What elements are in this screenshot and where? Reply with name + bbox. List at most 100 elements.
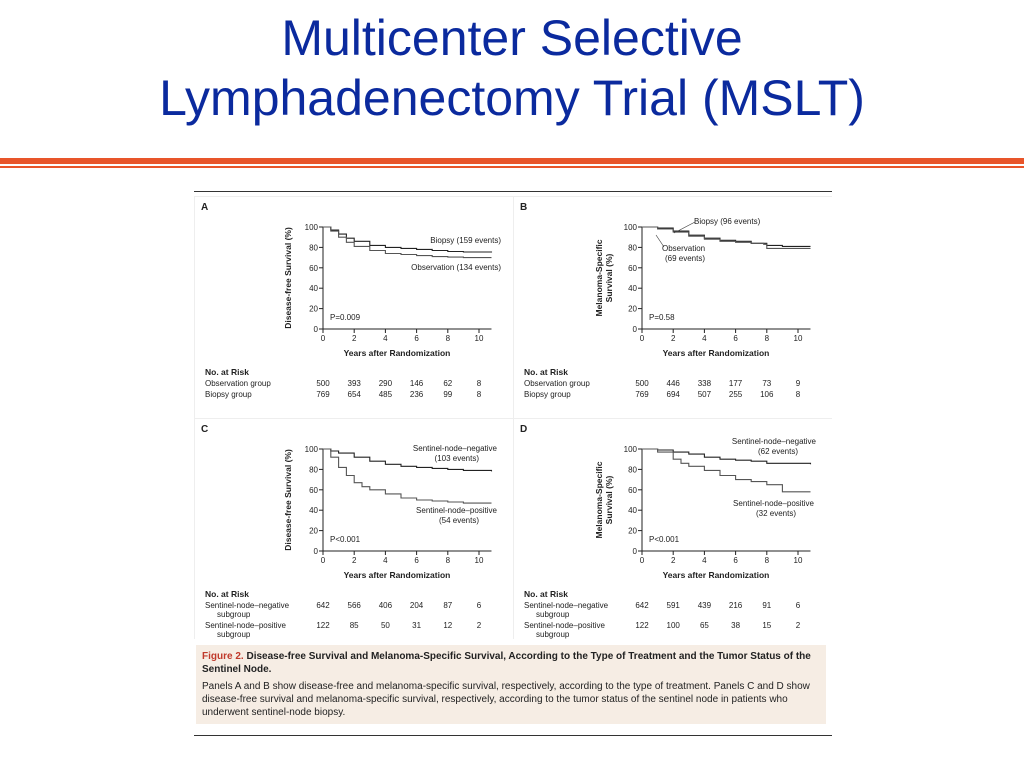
series-label-line-1: Sentinel-node–positive <box>733 499 814 508</box>
series-line-2 <box>642 448 811 493</box>
risk-cell: 15 <box>762 621 771 630</box>
series-label-1: Biopsy (159 events) <box>430 236 501 245</box>
chart-panel-c: C 0 20 40 60 80 100 0 2 4 6 8 10 Years after Randomiz… <box>201 424 498 639</box>
x-tick-label: 0 <box>321 556 326 565</box>
series-label-line-2: (32 events) <box>756 509 796 518</box>
x-tick-label: 2 <box>352 556 357 565</box>
risk-cell: 91 <box>762 601 771 610</box>
risk-cell: 642 <box>316 601 330 610</box>
series-label-2-line-1: Observation <box>662 244 705 253</box>
series-leader-2 <box>655 234 665 248</box>
risk-cell: 31 <box>412 621 421 630</box>
risk-cell: 485 <box>379 390 393 399</box>
risk-row-label: Biopsy group <box>524 390 571 399</box>
x-tick-label: 6 <box>414 334 419 343</box>
risk-cell: 50 <box>381 621 390 630</box>
y-tick-label: 0 <box>314 547 319 556</box>
y-tick-label: 60 <box>309 264 318 273</box>
risk-row-label: Biopsy group <box>205 390 252 399</box>
series-label-1: Sentinel-node–negative(62 events) <box>732 437 817 456</box>
series-label-1: Sentinel-node–negative(103 events) <box>413 444 498 463</box>
risk-cell: 591 <box>667 601 681 610</box>
x-tick-label: 0 <box>640 556 645 565</box>
y-tick-label: 0 <box>633 325 638 334</box>
x-tick-label: 8 <box>446 334 451 343</box>
risk-cell: 769 <box>316 390 330 399</box>
panel-b: B 0 20 40 60 80 100 0 2 4 6 8 10 Years after Randomiz… <box>514 197 832 418</box>
panel-letter: B <box>520 202 527 213</box>
x-tick-label: 6 <box>733 334 738 343</box>
risk-cell: 62 <box>443 379 452 388</box>
y-tick-label: 80 <box>628 243 637 252</box>
risk-cell: 99 <box>443 390 452 399</box>
y-axis-label: Disease-free Survival (%) <box>283 449 293 551</box>
slide-title-line-1: Multicenter Selective <box>281 10 743 66</box>
risk-row-label: Sentinel-node–positive <box>205 621 286 630</box>
series-line-2 <box>323 448 492 504</box>
panel-c: C 0 20 40 60 80 100 0 2 4 6 8 10 Years after Randomiz… <box>195 419 513 640</box>
risk-cell: 87 <box>443 601 452 610</box>
x-tick-label: 6 <box>733 556 738 565</box>
risk-cell: 122 <box>635 621 649 630</box>
risk-row-label-cont: subgroup <box>536 610 570 619</box>
p-value: P=0.58 <box>649 313 675 322</box>
risk-row-label-cont: subgroup <box>217 610 251 619</box>
x-axis-label: Years after Randomization <box>344 348 451 358</box>
y-axis-label-group: Disease-free Survival (%) <box>283 227 293 329</box>
y-axis-label-line-2: Survival (%) <box>604 254 614 303</box>
y-tick-label: 100 <box>624 445 638 454</box>
chart-panel-d: D 0 20 40 60 80 100 0 2 4 6 8 10 Years after Randomiz… <box>520 424 817 639</box>
x-tick-label: 10 <box>475 334 484 343</box>
y-tick-label: 80 <box>309 465 318 474</box>
figure: A 0 20 40 60 80 100 0 2 4 6 8 10 Years after Randomiz… <box>194 191 832 736</box>
risk-cell: 204 <box>410 601 424 610</box>
risk-cell: 654 <box>348 390 362 399</box>
x-tick-label: 4 <box>702 334 707 343</box>
y-tick-label: 40 <box>309 506 318 515</box>
x-tick-label: 4 <box>383 334 388 343</box>
risk-cell: 642 <box>635 601 649 610</box>
risk-cell: 439 <box>698 601 712 610</box>
caption-title: Disease-free Survival and Melanoma-Speci… <box>202 651 811 675</box>
series-label-line-2: (103 events) <box>435 454 480 463</box>
figure-panels: A 0 20 40 60 80 100 0 2 4 6 8 10 Years after Randomiz… <box>194 196 832 640</box>
slide-title: Multicenter Selective Lymphadenectomy Tr… <box>0 8 1024 128</box>
risk-table-title: No. at Risk <box>205 589 249 599</box>
series-line-2 <box>642 226 811 249</box>
risk-cell: 566 <box>348 601 362 610</box>
risk-cell: 694 <box>667 390 681 399</box>
x-tick-label: 2 <box>671 556 676 565</box>
y-tick-label: 20 <box>309 305 318 314</box>
y-axis-label-line-1: Melanoma-Specific <box>594 239 604 316</box>
y-tick-label: 100 <box>305 223 319 232</box>
risk-table-title: No. at Risk <box>524 367 568 377</box>
y-axis-label: Disease-free Survival (%) <box>283 227 293 329</box>
y-tick-label: 40 <box>628 284 637 293</box>
risk-cell: 177 <box>729 379 743 388</box>
y-tick-label: 80 <box>628 465 637 474</box>
risk-cell: 393 <box>348 379 362 388</box>
chart-panel-a: A 0 20 40 60 80 100 0 2 4 6 8 10 Years after Randomiz… <box>201 202 501 399</box>
x-tick-label: 10 <box>475 556 484 565</box>
risk-cell: 6 <box>796 601 801 610</box>
y-axis-label-group: Disease-free Survival (%) <box>283 449 293 551</box>
y-tick-label: 20 <box>628 305 637 314</box>
x-tick-label: 4 <box>383 556 388 565</box>
risk-cell: 446 <box>667 379 681 388</box>
x-tick-label: 2 <box>671 334 676 343</box>
slide-title-line-2: Lymphadenectomy Trial (MSLT) <box>159 70 865 126</box>
title-divider <box>0 158 1024 164</box>
x-tick-label: 8 <box>765 334 770 343</box>
series-label-1: Biopsy (96 events) <box>694 217 761 226</box>
x-tick-label: 4 <box>702 556 707 565</box>
risk-row-label: Sentinel-node–negative <box>524 601 609 610</box>
risk-row-label-cont: subgroup <box>536 630 570 639</box>
y-tick-label: 60 <box>628 264 637 273</box>
risk-row-label-cont: subgroup <box>217 630 251 639</box>
risk-cell: 85 <box>350 621 359 630</box>
y-tick-label: 60 <box>628 486 637 495</box>
caption-text: Panels A and B show disease-free and mel… <box>202 681 810 718</box>
risk-cell: 12 <box>443 621 452 630</box>
risk-row-label: Observation group <box>205 379 271 388</box>
panel-a: A 0 20 40 60 80 100 0 2 4 6 8 10 Years after Randomiz… <box>195 197 513 418</box>
